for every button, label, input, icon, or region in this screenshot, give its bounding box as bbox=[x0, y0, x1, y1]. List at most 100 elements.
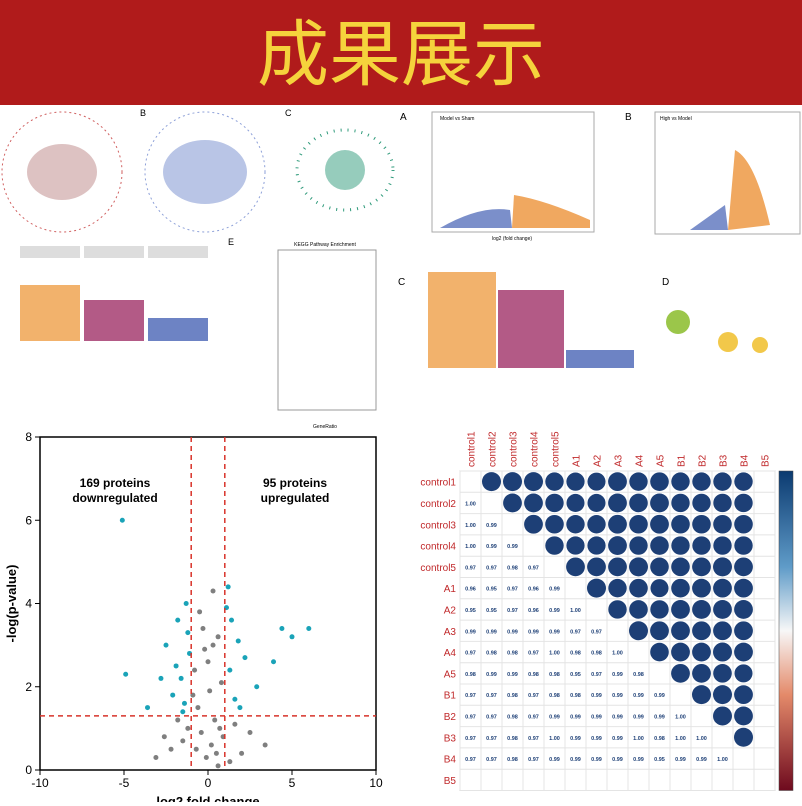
cell-value: 0.99 bbox=[486, 523, 497, 529]
cell-value: 0.97 bbox=[528, 565, 539, 571]
corr-circle bbox=[650, 493, 669, 513]
point bbox=[227, 759, 233, 765]
bar-thumb bbox=[498, 290, 564, 368]
column-label: B4 bbox=[740, 454, 751, 467]
corr-circle bbox=[629, 493, 648, 513]
corr-circle bbox=[566, 536, 585, 555]
volcano-thumb bbox=[654, 111, 801, 235]
corr-circle bbox=[650, 579, 669, 598]
cell-value: 0.95 bbox=[486, 587, 497, 593]
row-label: B4 bbox=[444, 755, 457, 766]
thumb-axis-label: log2 (fold change) bbox=[492, 236, 532, 242]
bar-thumb bbox=[20, 285, 80, 341]
corr-circle bbox=[608, 557, 627, 577]
cell-value: 0.99 bbox=[507, 629, 518, 635]
cell-value: 0.97 bbox=[465, 693, 476, 699]
corr-circle bbox=[545, 493, 564, 513]
cell-value: 0.99 bbox=[612, 757, 623, 763]
corr-circle bbox=[692, 621, 711, 641]
point bbox=[202, 646, 208, 652]
corr-circle bbox=[650, 514, 669, 534]
cell-value: 0.99 bbox=[549, 757, 560, 763]
volcano-thumb bbox=[690, 205, 728, 230]
point bbox=[213, 750, 219, 756]
point bbox=[235, 638, 241, 644]
corr-circle bbox=[587, 578, 606, 598]
corr-circle bbox=[587, 472, 606, 491]
corr-circle bbox=[587, 515, 606, 534]
column-label: control2 bbox=[488, 431, 499, 467]
banner bbox=[0, 0, 802, 105]
corr-circle bbox=[692, 536, 711, 555]
corr-circle bbox=[524, 493, 543, 513]
cell-value: 0.99 bbox=[507, 544, 518, 550]
corr-circle bbox=[587, 557, 606, 577]
corr-circle bbox=[482, 472, 501, 492]
point bbox=[180, 738, 186, 744]
y-axis-label: -log(p-value) bbox=[4, 565, 19, 643]
point bbox=[170, 692, 176, 698]
cell-value: 0.99 bbox=[570, 757, 581, 763]
thumbnails bbox=[1, 111, 801, 411]
cell-value: 0.96 bbox=[528, 608, 539, 614]
cell-value: 0.97 bbox=[528, 651, 539, 657]
cell-value: 1.00 bbox=[717, 757, 728, 763]
corr-circle bbox=[587, 493, 606, 512]
cell-value: 1.00 bbox=[570, 608, 581, 614]
point bbox=[119, 517, 125, 523]
corr-circle bbox=[671, 557, 690, 577]
cell-value: 0.97 bbox=[465, 565, 476, 571]
point bbox=[247, 730, 253, 736]
corr-circle bbox=[650, 621, 669, 641]
point bbox=[232, 696, 238, 702]
thumb-title: High vs Model bbox=[660, 116, 692, 122]
y-tick-label: 0 bbox=[25, 763, 32, 777]
corr-circle bbox=[629, 621, 648, 641]
cell-value: 0.97 bbox=[486, 757, 497, 763]
cell-value: 0.99 bbox=[570, 714, 581, 720]
corr-circle bbox=[629, 536, 648, 555]
network-thumb bbox=[1, 111, 123, 233]
point bbox=[145, 705, 151, 711]
panel-label: B bbox=[625, 112, 632, 123]
column-label: control4 bbox=[530, 431, 541, 467]
cell-value: 0.97 bbox=[570, 629, 581, 635]
point bbox=[163, 642, 169, 648]
point bbox=[181, 700, 187, 706]
point bbox=[215, 763, 221, 769]
volcano-thumb bbox=[440, 209, 512, 228]
corr-circle bbox=[671, 514, 690, 534]
column-label: B3 bbox=[719, 454, 730, 467]
point bbox=[210, 588, 216, 594]
y-tick-label: 6 bbox=[25, 513, 32, 527]
row-label: B2 bbox=[444, 712, 457, 723]
corr-circle bbox=[734, 706, 753, 726]
cell-value: 0.97 bbox=[591, 672, 602, 678]
point bbox=[217, 725, 223, 731]
cell-value: 0.97 bbox=[486, 565, 497, 571]
cell-value: 1.00 bbox=[675, 714, 686, 720]
annotation: 95 proteins upregulated bbox=[261, 476, 330, 505]
row-label: control2 bbox=[420, 499, 456, 510]
point bbox=[227, 667, 233, 673]
cell-value: 0.96 bbox=[465, 587, 476, 593]
corr-circle bbox=[650, 536, 669, 555]
cell-value: 0.99 bbox=[591, 693, 602, 699]
cell-value: 0.99 bbox=[654, 714, 665, 720]
cell-value: 0.97 bbox=[486, 736, 497, 742]
point bbox=[254, 684, 260, 690]
column-label: control5 bbox=[551, 431, 562, 467]
y-tick-label: 2 bbox=[25, 680, 32, 694]
corr-circle bbox=[734, 472, 753, 491]
x-tick-label: 10 bbox=[369, 776, 383, 790]
x-tick-label: -5 bbox=[119, 776, 130, 790]
cell-value: 0.99 bbox=[570, 736, 581, 742]
network-thumb bbox=[27, 144, 97, 200]
cell-value: 0.98 bbox=[507, 693, 518, 699]
corr-circle bbox=[713, 493, 732, 513]
cell-value: 0.95 bbox=[654, 757, 665, 763]
y-tick-label: 8 bbox=[25, 430, 32, 444]
volcano-thumb bbox=[431, 111, 595, 233]
point bbox=[193, 746, 199, 752]
